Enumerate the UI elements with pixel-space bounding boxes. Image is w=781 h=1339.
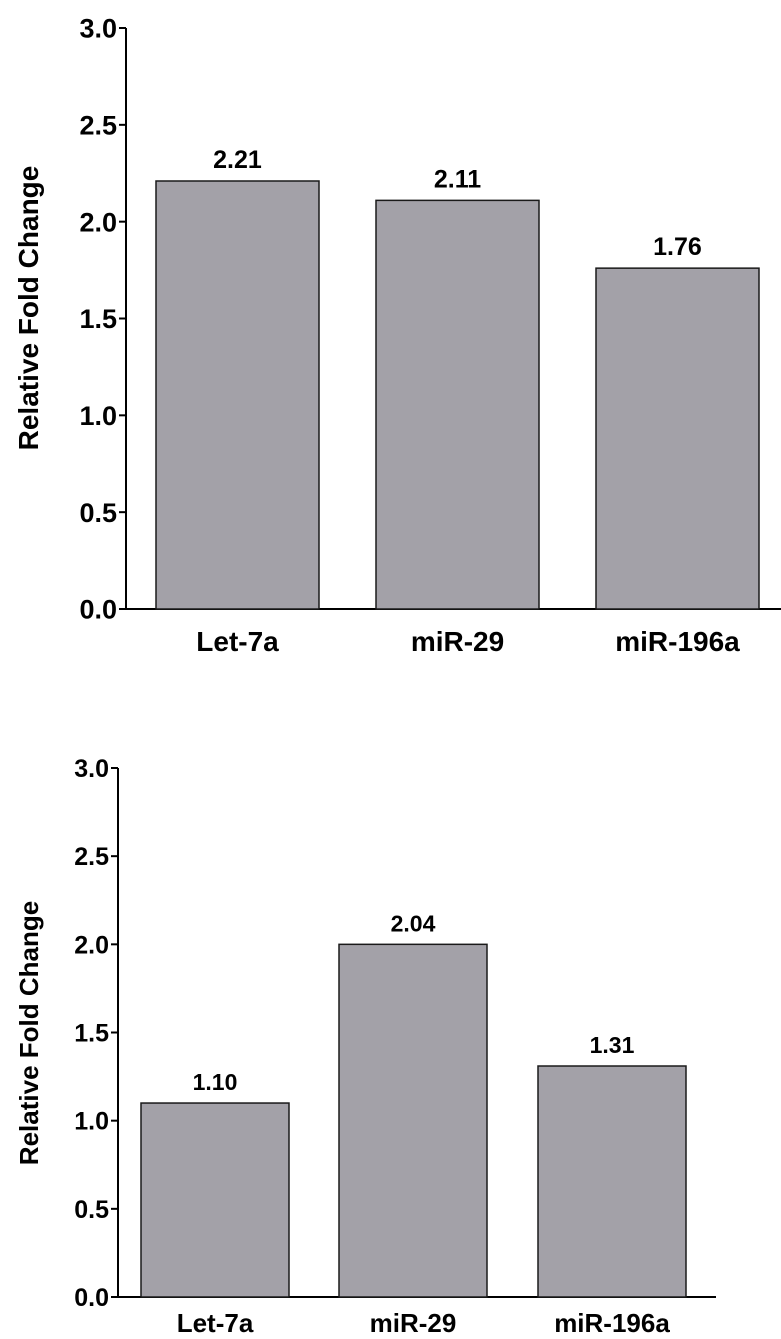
x-category-label: miR-196a <box>554 1308 670 1338</box>
bar-mir-29 <box>338 943 488 1298</box>
y-tick-label: 2.0 <box>79 207 117 237</box>
bar-chart-top: 0.0 0.5 1.0 1.5 2.0 2.5 3.0 Relative Fold Chang… <box>13 14 781 657</box>
y-axis-title: Relative Fold Change <box>14 901 44 1165</box>
x-category-label: miR-29 <box>411 626 504 657</box>
chart-top: 0.0 0.5 1.0 1.5 2.0 2.5 3.0 Relative Fold Chang… <box>13 14 781 657</box>
y-tick-label: 2.0 <box>74 931 109 959</box>
x-category-label: Let-7a <box>177 1308 254 1338</box>
bar-let-7a <box>155 180 320 610</box>
y-tick-label: 1.5 <box>74 1020 109 1048</box>
y-tick-label: 0.5 <box>79 498 117 528</box>
y-tick-label: 0.5 <box>74 1196 109 1224</box>
bar-chart-bottom: 0.0 0.5 1.0 1.5 2.0 2.5 3.0 Relative Fold Chang… <box>14 755 716 1338</box>
data-label: 1.31 <box>590 1032 635 1058</box>
x-category-label: Let-7a <box>196 626 279 657</box>
y-tick-label: 2.5 <box>79 111 117 141</box>
y-tick-label: 1.5 <box>79 304 117 334</box>
bar-mir-196a <box>537 1065 687 1298</box>
bar-mir-196a <box>595 267 760 610</box>
x-category-label: miR-29 <box>370 1308 457 1338</box>
data-label: 2.11 <box>434 165 481 193</box>
y-tick-label: 0.0 <box>74 1284 109 1312</box>
y-tick-label: 1.0 <box>74 1108 109 1136</box>
data-label: 2.21 <box>213 146 262 174</box>
data-label: 2.04 <box>391 910 436 936</box>
x-category-label: miR-196a <box>615 626 740 657</box>
bar-let-7a <box>140 1102 290 1298</box>
y-axis-title: Relative Fold Change <box>13 166 44 451</box>
y-tick-label: 0.0 <box>79 595 117 625</box>
data-label: 1.10 <box>193 1069 238 1095</box>
y-tick-label: 2.5 <box>74 843 109 871</box>
y-tick-label: 1.0 <box>79 401 117 431</box>
y-tick-label: 3.0 <box>74 755 109 783</box>
bar-mir-29 <box>375 199 540 610</box>
y-tick-label: 3.0 <box>79 14 117 44</box>
data-label: 1.76 <box>653 233 702 261</box>
chart-bottom: 0.0 0.5 1.0 1.5 2.0 2.5 3.0 Relative Fold Chang… <box>0 670 781 1339</box>
